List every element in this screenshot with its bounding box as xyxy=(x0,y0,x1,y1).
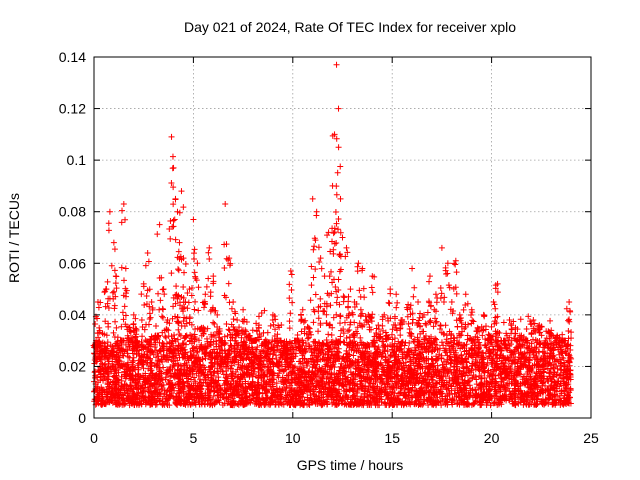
baseline-point xyxy=(249,327,256,334)
baseline-point xyxy=(517,316,524,323)
baseline-point xyxy=(417,370,424,377)
baseline-point xyxy=(346,326,353,333)
baseline-point xyxy=(255,313,262,320)
baseline-point xyxy=(337,333,344,340)
baseline-point xyxy=(92,320,99,327)
baseline-point xyxy=(328,332,335,339)
baseline-point xyxy=(197,376,204,383)
baseline-point xyxy=(325,331,332,338)
baseline-point xyxy=(500,319,507,326)
baseline-point xyxy=(426,318,433,325)
baseline-point xyxy=(437,322,444,329)
baseline-point xyxy=(96,324,103,331)
baseline-point xyxy=(269,379,276,386)
baseline-point xyxy=(568,355,575,362)
baseline-point xyxy=(406,339,413,346)
baseline-point xyxy=(567,347,574,354)
baseline-point xyxy=(480,349,487,356)
baseline-point xyxy=(547,317,554,324)
baseline-point xyxy=(210,319,217,326)
baseline-point xyxy=(91,387,98,394)
baseline-point xyxy=(322,361,329,368)
baseline-point xyxy=(525,313,532,320)
baseline-point xyxy=(424,309,431,316)
baseline-point xyxy=(433,353,440,360)
baseline-point xyxy=(523,325,530,332)
baseline-point xyxy=(170,342,177,349)
baseline-point xyxy=(466,377,473,384)
baseline-point xyxy=(152,323,159,330)
baseline-point xyxy=(350,352,357,359)
baseline-point xyxy=(410,338,417,345)
baseline-point xyxy=(315,328,322,335)
baseline-point xyxy=(282,388,289,395)
baseline-point xyxy=(118,373,125,380)
baseline-point xyxy=(395,363,402,370)
baseline-point xyxy=(305,342,312,349)
baseline-point xyxy=(307,395,314,402)
baseline-point xyxy=(189,362,196,369)
baseline-point xyxy=(312,365,319,372)
baseline-point xyxy=(140,388,147,395)
baseline-point xyxy=(487,340,494,347)
baseline-point xyxy=(557,360,564,367)
data-points xyxy=(90,61,575,409)
baseline-point xyxy=(230,316,237,323)
baseline-point xyxy=(388,352,395,359)
baseline-point xyxy=(311,338,318,345)
baseline-point xyxy=(557,362,564,369)
baseline-point xyxy=(294,331,301,338)
baseline-point xyxy=(451,375,458,382)
baseline-point xyxy=(433,342,440,349)
baseline-point xyxy=(382,400,389,407)
baseline-point xyxy=(365,368,372,375)
baseline-point xyxy=(232,368,239,375)
